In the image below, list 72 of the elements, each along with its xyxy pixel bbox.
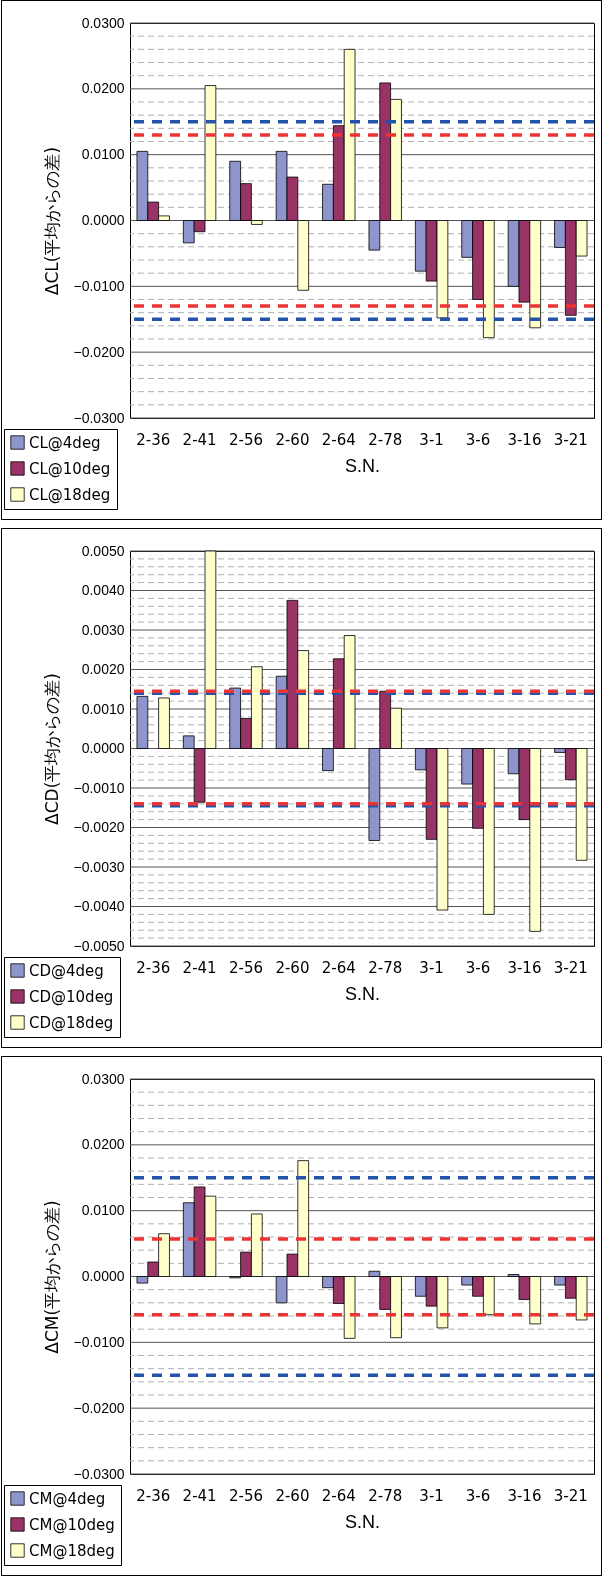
y-tick-label: 0.0000 bbox=[81, 740, 125, 756]
y-tick-label: 0.0200 bbox=[81, 1136, 125, 1153]
y-tick-label: 0.0300 bbox=[81, 1070, 125, 1087]
y-tick-label: 0.0100 bbox=[81, 1202, 125, 1219]
y-tick-label: 0.0040 bbox=[81, 582, 125, 598]
legend-label: CL@4deg bbox=[29, 433, 101, 452]
x-axis-title: S.N. bbox=[344, 455, 381, 476]
x-tick-label: 2-60 bbox=[275, 430, 310, 449]
x-tick-label: 2-36 bbox=[136, 430, 171, 449]
x-tick-label: 2-56 bbox=[228, 1486, 264, 1505]
legend-label: CL@10deg bbox=[29, 459, 111, 478]
x-tick-label: 3-21 bbox=[553, 1486, 588, 1505]
y-tick-label: −0.0030 bbox=[73, 858, 125, 875]
x-tick-label: 3-1 bbox=[419, 958, 444, 977]
x-tick-label: 3-16 bbox=[507, 1486, 542, 1505]
y-tick-label: −0.0020 bbox=[73, 819, 125, 835]
bar bbox=[158, 697, 170, 749]
x-tick-label: 2-36 bbox=[136, 958, 171, 977]
legend-label: CD@10deg bbox=[29, 987, 114, 1006]
x-axis-title: S.N. bbox=[344, 983, 381, 1004]
legend-label: CM@4deg bbox=[29, 1489, 106, 1508]
y-tick-label: −0.0010 bbox=[73, 779, 125, 796]
y-tick-label: −0.0300 bbox=[73, 1465, 125, 1482]
x-tick-label: 2-56 bbox=[228, 430, 264, 449]
y-axis-title: ΔCD(平均からの差) bbox=[41, 673, 62, 825]
x-tick-label: 3-16 bbox=[507, 430, 542, 449]
x-tick-label: 2-56 bbox=[228, 958, 264, 977]
y-tick-label: 0.0010 bbox=[81, 700, 125, 717]
y-tick-label: 0.0100 bbox=[81, 146, 125, 163]
x-tick-label: 3-6 bbox=[465, 958, 491, 977]
y-tick-label: 0.0000 bbox=[81, 212, 125, 228]
y-tick-label: 0.0300 bbox=[81, 14, 125, 31]
y-tick-label: 0.0200 bbox=[81, 80, 125, 97]
legend-label: CM@10deg bbox=[29, 1515, 115, 1534]
y-axis-title: ΔCM(平均からの差) bbox=[41, 1200, 62, 1354]
x-tick-label: 3-16 bbox=[507, 958, 542, 977]
y-tick-label: −0.0200 bbox=[73, 1399, 125, 1416]
x-tick-label: 2-41 bbox=[182, 1486, 217, 1505]
y-tick-label: 0.0030 bbox=[81, 621, 125, 638]
y-axis-title: ΔCL(平均からの差) bbox=[41, 146, 62, 296]
legend-label: CD@4deg bbox=[29, 961, 104, 980]
y-tick-label: −0.0050 bbox=[73, 937, 125, 954]
x-tick-label: 2-78 bbox=[368, 1486, 403, 1505]
y-tick-label: −0.0300 bbox=[73, 409, 125, 426]
x-tick-label: 3-21 bbox=[553, 958, 588, 977]
x-tick-label: 2-60 bbox=[275, 958, 310, 977]
x-tick-label: 2-36 bbox=[136, 1486, 171, 1505]
x-tick-label: 2-64 bbox=[321, 430, 356, 449]
x-tick-label: 2-64 bbox=[321, 958, 356, 977]
x-tick-label: 3-1 bbox=[419, 1486, 444, 1505]
y-tick-label: −0.0200 bbox=[73, 343, 125, 360]
x-tick-label: 2-78 bbox=[368, 958, 403, 977]
y-tick-label: −0.0100 bbox=[73, 277, 125, 294]
y-tick-label: 0.0020 bbox=[81, 661, 125, 677]
x-tick-label: 2-64 bbox=[321, 1486, 356, 1505]
x-tick-label: 2-41 bbox=[182, 430, 217, 449]
legend-label: CM@18deg bbox=[29, 1541, 115, 1560]
y-tick-label: −0.0040 bbox=[73, 898, 125, 914]
x-tick-label: 3-6 bbox=[465, 430, 491, 449]
y-tick-label: −0.0100 bbox=[73, 1333, 125, 1350]
x-tick-label: 3-1 bbox=[419, 430, 444, 449]
x-tick-label: 2-60 bbox=[275, 1486, 310, 1505]
x-tick-label: 2-78 bbox=[368, 430, 403, 449]
x-tick-label: 3-21 bbox=[553, 430, 588, 449]
bar bbox=[136, 695, 149, 749]
legend-label: CD@18deg bbox=[29, 1013, 114, 1032]
x-axis-title: S.N. bbox=[344, 1511, 381, 1532]
legend-label: CL@18deg bbox=[29, 485, 111, 504]
y-tick-label: 0.0000 bbox=[81, 1268, 125, 1284]
x-tick-label: 3-6 bbox=[465, 1486, 491, 1505]
x-tick-label: 2-41 bbox=[182, 958, 217, 977]
y-tick-label: 0.0050 bbox=[81, 542, 125, 559]
